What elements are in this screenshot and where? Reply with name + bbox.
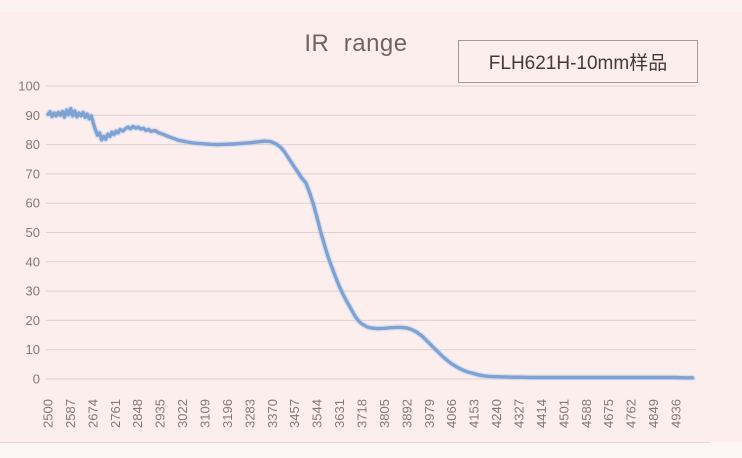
y-tick-label-40: 40 <box>26 254 40 269</box>
x-tick-label-4153: 4153 <box>467 399 482 428</box>
x-tick-label-3718: 3718 <box>355 399 370 428</box>
x-tick-label-3805: 3805 <box>377 399 392 428</box>
chart-canvas <box>0 12 742 442</box>
x-tick-label-3022: 3022 <box>175 399 190 428</box>
x-tick-label-4066: 4066 <box>444 399 459 428</box>
x-tick-label-4588: 4588 <box>579 399 594 428</box>
x-tick-label-3544: 3544 <box>310 399 325 428</box>
x-tick-label-2761: 2761 <box>108 399 123 428</box>
y-tick-label-100: 100 <box>18 79 40 94</box>
series-label-text: FLH621H-10mm样品 <box>488 53 668 74</box>
x-tick-label-4936: 4936 <box>669 399 684 428</box>
x-tick-label-2935: 2935 <box>153 399 168 428</box>
y-tick-label-80: 80 <box>26 137 40 152</box>
x-tick-label-3283: 3283 <box>242 399 257 428</box>
series-line-halo-0 <box>45 105 696 381</box>
x-tick-label-3370: 3370 <box>265 399 280 428</box>
x-tick-label-3892: 3892 <box>399 399 414 428</box>
x-tick-label-2500: 2500 <box>41 399 56 428</box>
x-tick-label-2848: 2848 <box>130 399 145 428</box>
x-tick-label-3109: 3109 <box>198 399 213 428</box>
x-tick-label-3196: 3196 <box>220 399 235 428</box>
x-tick-label-2674: 2674 <box>85 399 100 428</box>
x-tick-label-4849: 4849 <box>646 399 661 428</box>
y-tick-label-90: 90 <box>26 108 40 123</box>
page-top-margin <box>0 0 742 12</box>
x-tick-label-4240: 4240 <box>489 399 504 428</box>
series-line-0 <box>46 106 695 380</box>
y-tick-label-30: 30 <box>26 284 40 299</box>
x-tick-label-3457: 3457 <box>287 399 302 428</box>
x-tick-label-2587: 2587 <box>63 399 78 428</box>
y-axis-labels: 0 10 20 30 40 50 60 70 80 90 100 <box>18 79 40 387</box>
series-label-box: FLH621H-10mm样品 <box>458 40 698 83</box>
y-tick-label-50: 50 <box>26 225 40 240</box>
x-tick-label-3631: 3631 <box>332 399 347 428</box>
gridlines <box>46 85 696 380</box>
y-tick-label-20: 20 <box>26 313 40 328</box>
x-tick-label-3979: 3979 <box>422 399 437 428</box>
y-tick-label-0: 0 <box>33 372 40 387</box>
chart-bottom-border <box>0 442 710 443</box>
x-tick-label-4327: 4327 <box>512 399 527 428</box>
chart-title: IR range <box>304 30 408 57</box>
x-tick-label-4501: 4501 <box>556 399 571 428</box>
y-tick-label-60: 60 <box>26 196 40 211</box>
x-axis-labels: 2500 2587 2674 2761 2848 2935 3022 3109 3196 3283… <box>41 399 684 428</box>
x-tick-label-4414: 4414 <box>534 399 549 428</box>
y-tick-label-10: 10 <box>26 342 40 357</box>
x-tick-label-4762: 4762 <box>624 399 639 428</box>
x-tick-label-4675: 4675 <box>601 399 616 428</box>
y-tick-label-70: 70 <box>26 166 40 181</box>
